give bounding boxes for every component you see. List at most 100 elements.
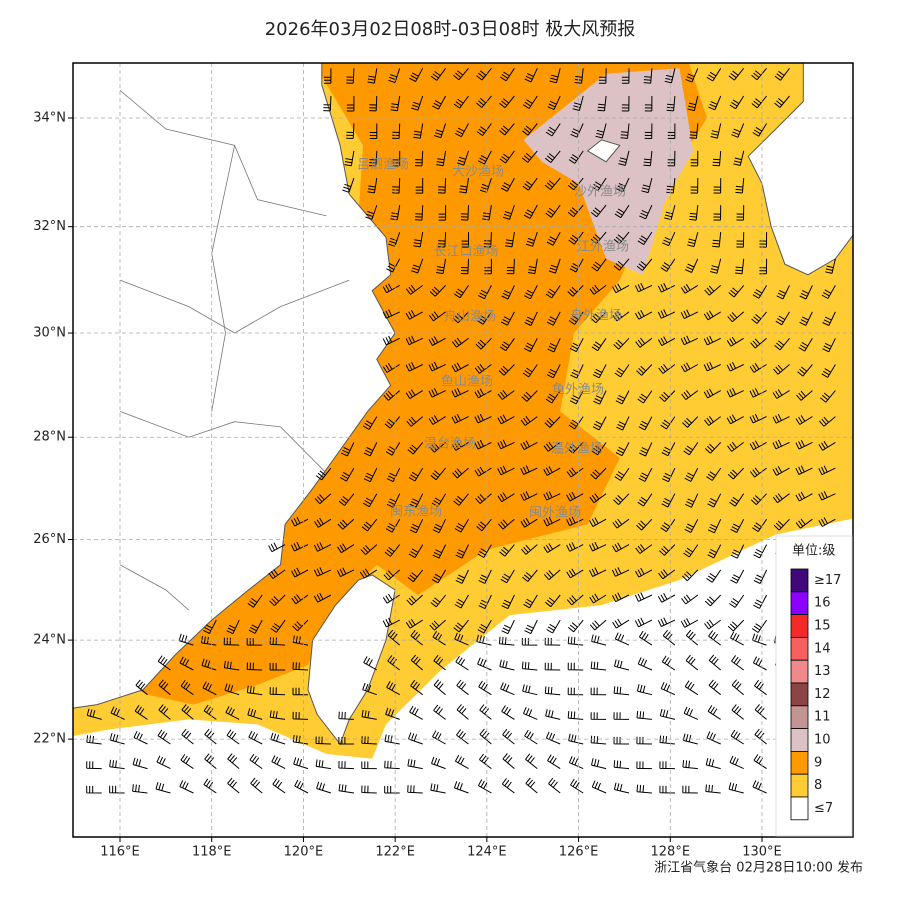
wind-barb bbox=[451, 413, 469, 424]
legend-swatch bbox=[790, 637, 809, 661]
wind-barb bbox=[382, 335, 400, 346]
wind-barb bbox=[753, 544, 768, 559]
wind-barb bbox=[384, 544, 401, 557]
wind-barb bbox=[644, 123, 653, 139]
wind-barb bbox=[246, 685, 263, 696]
wind-barb bbox=[431, 756, 446, 770]
province-boundary bbox=[211, 332, 226, 412]
wind-barb bbox=[501, 594, 515, 610]
wind-barb bbox=[132, 757, 148, 770]
wind-barb bbox=[707, 705, 721, 720]
wind-barb bbox=[614, 659, 630, 671]
wind-barb bbox=[589, 567, 607, 577]
wind-barb bbox=[569, 338, 584, 353]
wind-barb bbox=[203, 619, 217, 634]
wind-barb bbox=[456, 729, 469, 745]
wind-barb bbox=[543, 491, 561, 501]
wind-barb bbox=[479, 753, 492, 769]
wind-barb bbox=[683, 706, 699, 720]
wind-barb bbox=[451, 362, 469, 373]
wind-barb bbox=[338, 493, 355, 506]
wind-barb bbox=[730, 569, 745, 584]
wind-barb bbox=[638, 416, 653, 431]
land bbox=[73, 63, 396, 709]
wind-barb bbox=[406, 416, 424, 427]
legend-box bbox=[775, 535, 853, 837]
wind-barb bbox=[405, 309, 423, 320]
wind-barb bbox=[497, 439, 515, 450]
wind-barb bbox=[548, 777, 561, 794]
wind-barb bbox=[569, 390, 584, 405]
fishing-ground-label: 沙外渔场 bbox=[574, 185, 626, 200]
wind-barb bbox=[226, 619, 240, 635]
wind-barb bbox=[110, 706, 125, 720]
wind-barb bbox=[825, 258, 836, 274]
wind-barb bbox=[574, 68, 584, 84]
wind-barb bbox=[795, 518, 813, 529]
wind-barb bbox=[595, 123, 607, 139]
wind-barb bbox=[405, 618, 423, 629]
wind-barb bbox=[681, 390, 699, 400]
wind-barb bbox=[772, 439, 790, 450]
legend-swatch bbox=[790, 796, 809, 821]
wind-barb bbox=[430, 467, 446, 481]
wind-barb bbox=[520, 465, 538, 475]
wind-barb bbox=[86, 785, 102, 794]
wind-barb bbox=[180, 754, 194, 770]
wind-barb bbox=[497, 465, 515, 476]
wind-barb bbox=[752, 518, 768, 533]
wind-barb bbox=[414, 205, 424, 221]
wind-barb bbox=[751, 633, 767, 646]
wind-barb bbox=[727, 311, 745, 323]
wind-barb bbox=[754, 679, 767, 696]
wind-barb bbox=[731, 679, 745, 696]
wind-barb bbox=[346, 96, 355, 112]
lat-tick-label: 28°N bbox=[33, 430, 66, 445]
wind-barb bbox=[411, 258, 424, 274]
wind-barb bbox=[499, 150, 515, 164]
wind-barb bbox=[201, 658, 217, 671]
wind-barb bbox=[753, 569, 768, 584]
wind-barb bbox=[704, 594, 722, 607]
wind-barbs bbox=[86, 67, 836, 794]
lon-tick-label: 120°E bbox=[284, 845, 324, 860]
wind-barb bbox=[566, 516, 584, 527]
wind-barb bbox=[313, 567, 332, 577]
wind-barb bbox=[382, 617, 400, 628]
wind-barb bbox=[612, 311, 630, 322]
wind-barb bbox=[501, 778, 515, 794]
legend-swatch bbox=[790, 659, 809, 684]
wind-barb bbox=[661, 493, 676, 508]
wind-barb bbox=[638, 630, 653, 646]
wind-barb bbox=[567, 442, 584, 454]
wind-barb bbox=[705, 784, 721, 794]
wind-barb bbox=[525, 753, 538, 769]
wind-barb bbox=[271, 755, 286, 770]
wind-barb bbox=[433, 654, 446, 671]
wind-barb bbox=[268, 569, 286, 580]
wind-barb bbox=[667, 150, 676, 167]
wind-barb bbox=[728, 67, 745, 81]
wind-barb bbox=[478, 680, 492, 696]
wind-barb bbox=[133, 731, 148, 745]
wind-barb bbox=[706, 569, 722, 583]
wind-barb bbox=[636, 761, 652, 770]
wind-barb bbox=[338, 711, 354, 720]
wind-barb bbox=[661, 467, 676, 483]
wind-barb bbox=[455, 655, 469, 671]
wind-barb bbox=[428, 311, 446, 322]
legend-swatch bbox=[790, 705, 809, 729]
map-layers bbox=[73, 63, 853, 837]
wind-barb bbox=[269, 710, 286, 720]
wind-barb bbox=[818, 440, 836, 451]
wind-barb bbox=[438, 205, 447, 221]
wind-barb bbox=[634, 617, 653, 628]
wind-barb bbox=[392, 123, 401, 139]
wind-barb bbox=[383, 390, 401, 401]
wind-barb bbox=[713, 178, 722, 194]
wind-barb bbox=[730, 544, 745, 559]
wind-barb bbox=[726, 387, 744, 398]
wind-barb bbox=[796, 390, 813, 401]
wind-barb bbox=[774, 95, 790, 108]
map-frame bbox=[72, 62, 854, 838]
